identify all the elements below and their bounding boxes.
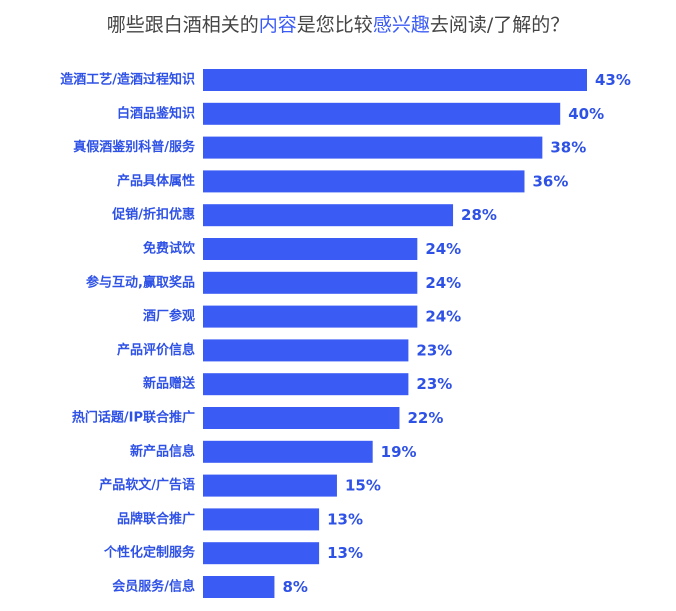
- bar-row: 造酒工艺/造酒过程知识 43%: [60, 69, 631, 91]
- category-label: 酒厂参观: [143, 308, 195, 324]
- value-label: 24%: [425, 308, 461, 326]
- bar: [203, 170, 525, 193]
- value-label: 23%: [416, 375, 452, 393]
- value-label: 15%: [345, 477, 381, 495]
- bar: [203, 305, 418, 328]
- value-label: 13%: [327, 510, 363, 528]
- bar-row: 产品软文/广告语 15%: [99, 474, 381, 497]
- value-label: 22%: [407, 409, 443, 427]
- title-text: 是您比较: [296, 14, 373, 36]
- bar: [203, 508, 320, 531]
- category-label: 会员服务/信息: [112, 579, 195, 595]
- bar-row: 会员服务/信息 8%: [112, 576, 308, 598]
- category-label: 造酒工艺/造酒过程知识: [60, 72, 195, 88]
- category-label: 促销/折扣优惠: [111, 207, 195, 223]
- title-highlight: 感兴趣: [372, 14, 430, 36]
- category-label: 产品评价信息: [117, 342, 195, 358]
- bar: [203, 339, 409, 362]
- bar: [203, 271, 418, 294]
- bar: [203, 238, 418, 260]
- bar-row: 个性化定制服务 13%: [103, 542, 363, 565]
- value-label: 24%: [425, 274, 461, 292]
- chart-title: 哪些跟白酒相关的内容是您比较感兴趣去阅读/了解的？: [0, 10, 676, 37]
- category-label: 热门话题/IP联合推广: [72, 410, 195, 426]
- bar: [203, 407, 400, 429]
- bar-row: 白酒品鉴知识 40%: [117, 102, 604, 125]
- category-label: 免费试饮: [143, 241, 196, 257]
- category-label: 真假酒鉴别科普/服务: [73, 139, 196, 155]
- value-label: 13%: [327, 544, 363, 562]
- bar: [203, 576, 275, 598]
- bar: [203, 204, 454, 227]
- value-label: 28%: [461, 206, 497, 224]
- bar: [203, 102, 561, 125]
- value-label: 43%: [595, 71, 631, 89]
- title-text: 去阅读/了解的？: [429, 14, 570, 36]
- value-label: 8%: [282, 578, 307, 596]
- bar-row: 产品具体属性 36%: [117, 170, 568, 193]
- bar-row: 产品评价信息 23%: [117, 339, 452, 362]
- bar-row: 免费试饮 24%: [143, 238, 461, 260]
- bar-row: 酒厂参观 24%: [143, 305, 461, 328]
- value-label: 36%: [532, 172, 568, 190]
- bar: [203, 136, 543, 159]
- category-label: 新品赠送: [143, 376, 196, 392]
- title-text: 哪些跟白酒相关的: [106, 14, 259, 36]
- bar: [203, 440, 373, 463]
- category-label: 参与互动,赢取奖品: [86, 274, 195, 290]
- bar: [203, 474, 337, 497]
- bar-row: 参与互动,赢取奖品 24%: [86, 271, 461, 294]
- bar: [203, 542, 320, 565]
- bar-row: 真假酒鉴别科普/服务 38%: [73, 136, 586, 159]
- category-label: 产品具体属性: [117, 173, 195, 189]
- bar-row: 热门话题/IP联合推广 22%: [72, 407, 443, 429]
- category-label: 品牌联合推广: [117, 511, 195, 527]
- value-label: 40%: [568, 105, 604, 123]
- category-label: 新产品信息: [130, 443, 195, 459]
- bar-row: 新品赠送 23%: [143, 373, 452, 396]
- bar-row: 促销/折扣优惠 28%: [111, 204, 497, 227]
- value-label: 24%: [425, 240, 461, 258]
- bar-row: 品牌联合推广 13%: [117, 508, 363, 531]
- value-label: 38%: [550, 139, 586, 157]
- category-label: 个性化定制服务: [103, 545, 196, 561]
- title-highlight: 内容: [258, 14, 297, 36]
- bar: [203, 69, 587, 91]
- category-label: 白酒品鉴知识: [117, 105, 195, 121]
- value-label: 19%: [381, 443, 417, 461]
- category-label: 产品软文/广告语: [99, 477, 195, 493]
- bar: [203, 373, 409, 396]
- bar-row: 新产品信息 19%: [130, 440, 417, 463]
- value-label: 23%: [416, 341, 452, 359]
- bars-layer: 造酒工艺/造酒过程知识 43% 白酒品鉴知识 40% 真假酒鉴别科普/服务 38% 产品具体…: [60, 69, 631, 598]
